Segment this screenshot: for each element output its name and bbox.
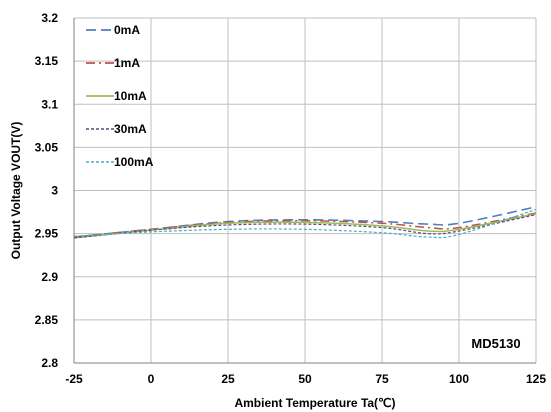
y-tick-label: 3.1 bbox=[41, 97, 58, 111]
x-tick-label: 75 bbox=[375, 372, 389, 386]
x-tick-label: -25 bbox=[65, 372, 83, 386]
series-line-30ma bbox=[73, 214, 537, 239]
x-axis-title: Ambient Temperature Ta(℃) bbox=[234, 396, 395, 410]
series-line-1ma bbox=[73, 212, 537, 238]
series-line-100ma bbox=[73, 208, 537, 239]
legend-label: 10mA bbox=[114, 89, 147, 103]
y-tick-label: 2.95 bbox=[35, 227, 59, 241]
x-tick-label: 125 bbox=[526, 372, 546, 386]
x-tick-label: 25 bbox=[221, 372, 235, 386]
x-tick-labels: -25 0 25 50 75 100 125 bbox=[65, 372, 546, 386]
series-lines bbox=[73, 206, 537, 239]
axes bbox=[73, 18, 536, 364]
y-tick-labels: 2.8 2.85 2.9 2.95 3 3.05 3.1 3.15 3.2 bbox=[35, 11, 59, 370]
y-tick-label: 3.05 bbox=[35, 140, 59, 154]
legend-label: 1mA bbox=[114, 56, 140, 70]
legend: 0mA 1mA 10mA 30mA 100mA bbox=[86, 23, 154, 169]
y-tick-label: 3.15 bbox=[35, 54, 59, 68]
chart-annotation: MD5130 bbox=[471, 336, 520, 351]
grid bbox=[73, 17, 537, 364]
y-tick-label: 3 bbox=[51, 184, 58, 198]
x-tick-label: 0 bbox=[148, 372, 155, 386]
y-axis-title: Output Voltage VOUT(V) bbox=[9, 122, 23, 260]
y-tick-label: 3.2 bbox=[41, 11, 58, 25]
y-tick-label: 2.9 bbox=[41, 270, 58, 284]
legend-label: 0mA bbox=[114, 23, 140, 37]
y-tick-label: 2.8 bbox=[41, 356, 58, 370]
x-tick-label: 100 bbox=[449, 372, 469, 386]
legend-label: 100mA bbox=[114, 155, 154, 169]
x-tick-label: 50 bbox=[298, 372, 312, 386]
legend-label: 30mA bbox=[114, 122, 147, 136]
y-tick-label: 2.85 bbox=[35, 313, 59, 327]
